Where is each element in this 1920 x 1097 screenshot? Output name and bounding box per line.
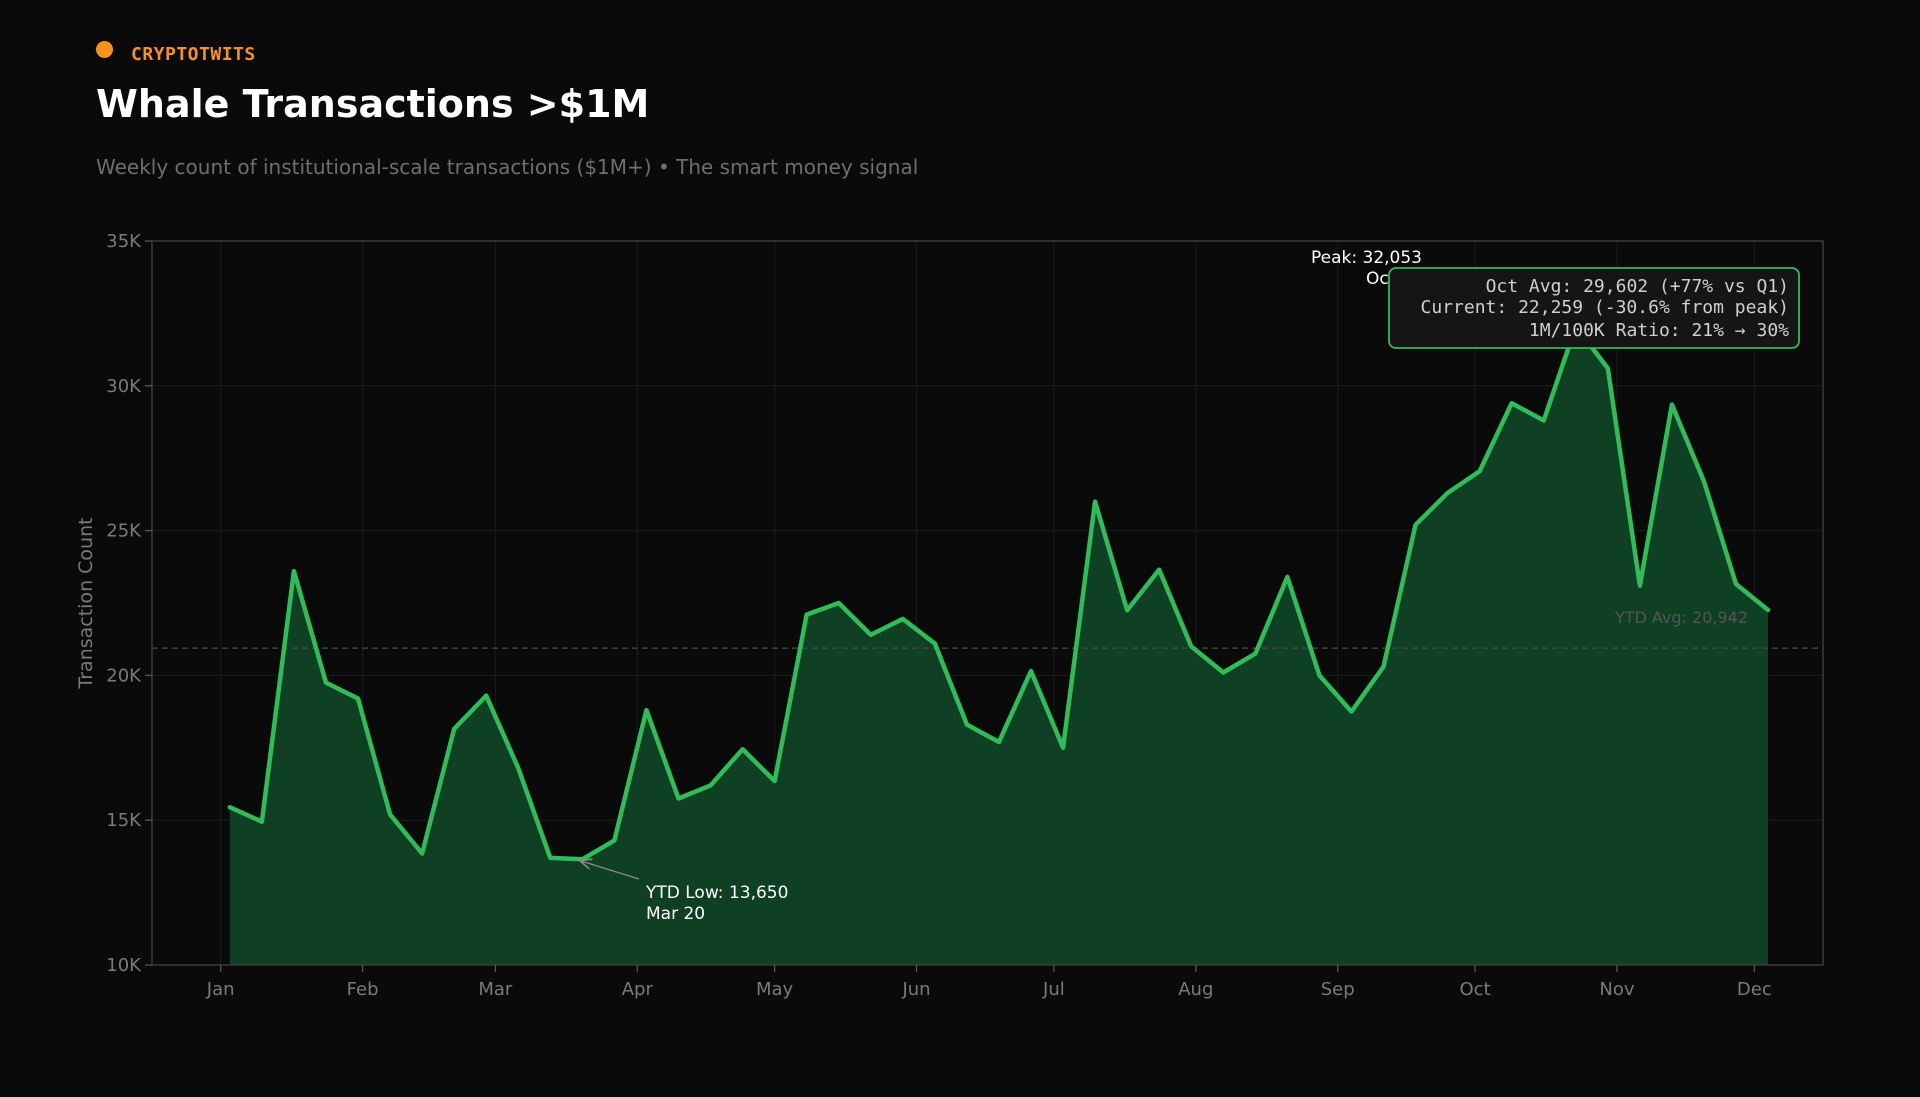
x-tick-label: Mar <box>478 979 513 1000</box>
x-tick-label: Sep <box>1321 979 1355 1000</box>
y-tick-label: 10K <box>106 955 142 976</box>
x-tick-label: Jul <box>1042 979 1065 1000</box>
y-axis-title: Transaction Count <box>75 517 97 689</box>
chart-title: Whale Transactions >$1M <box>96 82 650 126</box>
area-layer <box>229 326 1769 966</box>
reference-layer: YTD Avg: 20,942 <box>152 608 1823 649</box>
x-tick-label: Apr <box>622 979 654 1000</box>
info-box: Oct Avg: 29,602 (+77% vs Q1) Current: 22… <box>1388 267 1800 349</box>
series-area <box>229 326 1769 966</box>
x-tick-label: Oct <box>1460 979 1491 1000</box>
info-line-current: Current: 22,259 (-30.6% from peak) <box>1421 297 1789 318</box>
brand-name: CRYPTOTWITS <box>131 43 256 65</box>
series-line <box>227 324 1771 862</box>
axes: 10K 15K 20K 25K 30K 35K Jan Feb Mar Apr May Jun Jul A… <box>106 231 1771 1000</box>
chart-subtitle: Weekly count of institutional-scale tran… <box>96 155 919 179</box>
x-tick-label: Nov <box>1599 979 1634 1000</box>
x-tick-label: Feb <box>347 979 379 1000</box>
brand: CRYPTOTWITS <box>96 38 256 65</box>
y-tick-label: 20K <box>106 665 142 686</box>
y-tick-label: 30K <box>106 376 142 397</box>
info-box-frame <box>1388 267 1800 349</box>
x-tick-label: Dec <box>1737 979 1772 1000</box>
x-tick-label: Jun <box>901 979 930 1000</box>
info-line-ratio: 1M/100K Ratio: 21% → 30% <box>1529 320 1789 341</box>
y-tick-label: 15K <box>106 810 142 831</box>
line-layer <box>227 324 1771 862</box>
brand-dot-icon <box>96 40 113 58</box>
info-line-oct-avg: Oct Avg: 29,602 (+77% vs Q1) <box>1486 276 1789 297</box>
x-tick-label: Jan <box>206 979 235 1000</box>
low-annotation-date: Mar 20 <box>646 904 705 924</box>
plot-frame <box>151 240 1824 966</box>
peak-annotation-value: Peak: 32,053 <box>1311 248 1422 268</box>
x-tick-label: Aug <box>1178 979 1213 1000</box>
low-annotation-value: YTD Low: 13,650 <box>645 883 788 903</box>
y-tick-label: 25K <box>106 521 142 542</box>
x-tick-label: May <box>756 979 794 1000</box>
y-tick-label: 35K <box>106 231 142 252</box>
low-annotation-arrow <box>581 861 640 880</box>
ytd-average-label: YTD Avg: 20,942 <box>1614 608 1748 627</box>
